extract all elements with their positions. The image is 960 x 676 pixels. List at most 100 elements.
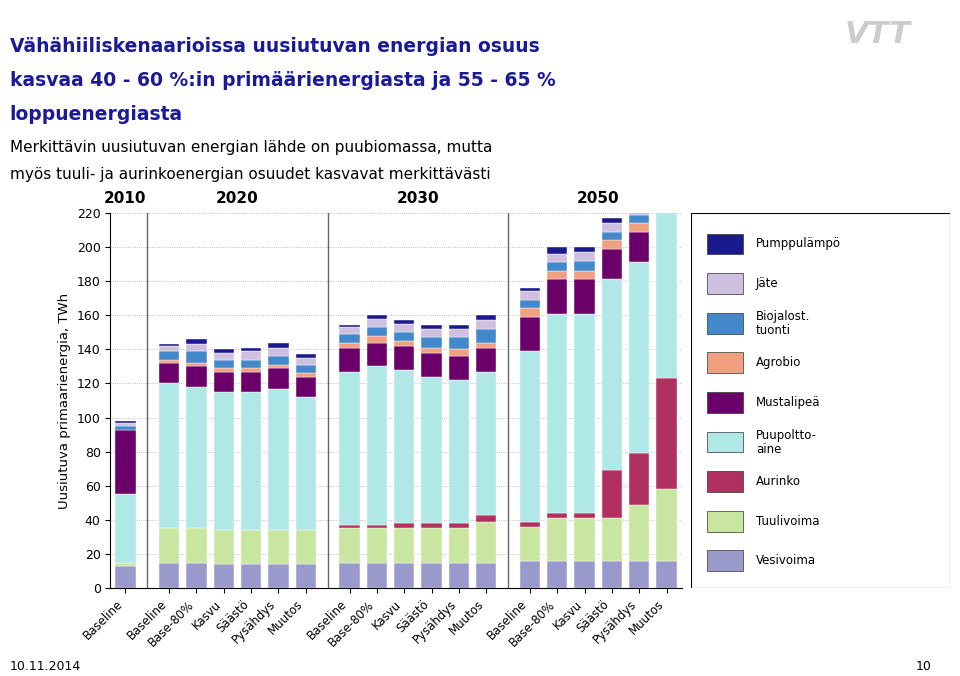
Bar [657, 184, 677, 379]
Bar [657, 150, 677, 184]
Text: 2010: 2010 [105, 191, 147, 206]
Bar [657, 141, 677, 150]
Bar [213, 372, 234, 392]
Bar [296, 365, 316, 373]
Bar [296, 564, 316, 588]
Bar [241, 564, 261, 588]
Bar [213, 360, 234, 368]
Bar [448, 337, 469, 349]
Bar [367, 562, 387, 588]
Bar [629, 504, 650, 561]
Bar [115, 422, 135, 426]
Bar [476, 515, 496, 522]
Bar [115, 566, 135, 588]
Bar [476, 329, 496, 343]
FancyBboxPatch shape [707, 352, 743, 373]
Text: loppuenergiasta: loppuenergiasta [10, 105, 182, 124]
Text: 2050: 2050 [577, 191, 619, 206]
Bar [115, 562, 135, 566]
Text: Vähähiiliskenaarioissa uusiutuvan energian osuus: Vähähiiliskenaarioissa uusiutuvan energi… [10, 37, 540, 56]
Bar [296, 358, 316, 365]
Bar [421, 325, 442, 329]
Bar [602, 561, 622, 588]
Bar [186, 344, 206, 351]
Bar [519, 308, 540, 317]
Bar [448, 349, 469, 356]
Text: Vesivoima: Vesivoima [756, 554, 816, 567]
Bar [574, 271, 595, 279]
Bar [657, 124, 677, 141]
Bar [394, 324, 415, 333]
Bar [448, 562, 469, 588]
Bar [296, 530, 316, 564]
Bar [421, 353, 442, 377]
Bar [421, 377, 442, 523]
Text: 10.11.2014: 10.11.2014 [10, 660, 81, 673]
Bar [574, 314, 595, 513]
Text: Jäte: Jäte [756, 277, 779, 290]
Bar [629, 199, 650, 215]
Bar [186, 339, 206, 344]
Bar [629, 232, 650, 262]
Bar [448, 523, 469, 529]
Bar [115, 494, 135, 562]
Bar [268, 368, 289, 389]
Bar [367, 525, 387, 529]
Bar [115, 426, 135, 429]
Text: Aurinko: Aurinko [756, 475, 801, 488]
Y-axis label: Uusiutuva primaarienergia, TWh: Uusiutuva primaarienergia, TWh [59, 293, 71, 508]
Bar [296, 377, 316, 397]
FancyBboxPatch shape [707, 313, 743, 333]
Bar [574, 252, 595, 261]
Bar [629, 223, 650, 232]
Bar [547, 247, 567, 254]
Bar [421, 337, 442, 347]
Bar [574, 518, 595, 561]
FancyBboxPatch shape [707, 550, 743, 571]
Bar [476, 562, 496, 588]
Bar [394, 333, 415, 341]
Bar [159, 383, 180, 529]
Bar [421, 562, 442, 588]
Bar [268, 564, 289, 588]
Text: 2030: 2030 [396, 191, 439, 206]
FancyBboxPatch shape [707, 432, 743, 452]
FancyBboxPatch shape [707, 273, 743, 294]
Bar [547, 314, 567, 513]
Bar [159, 562, 180, 588]
Bar [367, 327, 387, 336]
Bar [367, 315, 387, 318]
Bar [547, 271, 567, 279]
Bar [186, 363, 206, 366]
Bar [574, 513, 595, 518]
Bar [547, 561, 567, 588]
Bar [159, 363, 180, 383]
Bar [476, 320, 496, 329]
Bar [159, 360, 180, 363]
Bar [394, 341, 415, 346]
Text: 2020: 2020 [216, 191, 259, 206]
Bar [519, 288, 540, 291]
Bar [339, 525, 360, 529]
Bar [339, 347, 360, 372]
Bar [268, 389, 289, 530]
FancyBboxPatch shape [707, 511, 743, 531]
Bar [339, 562, 360, 588]
Bar [448, 529, 469, 562]
Bar [241, 530, 261, 564]
Bar [629, 215, 650, 223]
Bar [657, 107, 677, 124]
Text: Mustalipeä: Mustalipeä [756, 396, 821, 409]
Bar [448, 329, 469, 337]
Bar [547, 518, 567, 561]
Bar [367, 343, 387, 366]
Bar [186, 351, 206, 363]
FancyBboxPatch shape [707, 471, 743, 492]
Bar [268, 356, 289, 365]
Bar [367, 366, 387, 525]
Bar [241, 372, 261, 392]
Bar [421, 529, 442, 562]
Bar [476, 315, 496, 320]
Bar [421, 523, 442, 529]
Bar [241, 360, 261, 368]
